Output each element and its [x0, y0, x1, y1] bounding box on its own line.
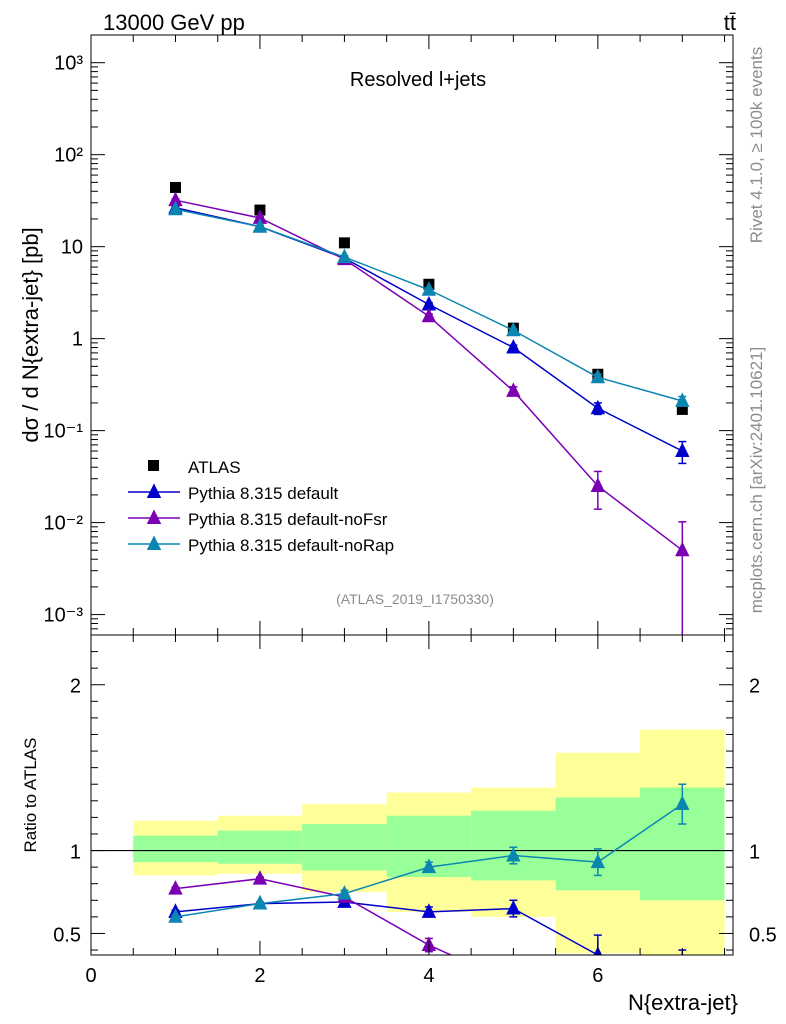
uncertainty-band-green: [217, 830, 303, 864]
series-marker-2: [590, 477, 606, 492]
series-marker-3: [675, 392, 690, 407]
y-tick-label: 1: [72, 329, 83, 351]
series-marker-2: [675, 541, 690, 557]
legend-label: Pythia 8.315 default: [188, 484, 339, 503]
ratio-marker-1: [168, 880, 183, 895]
series-marker-2: [252, 209, 268, 224]
ratio-y-axis-label: Ratio to ATLAS: [21, 738, 40, 853]
ratio-frame: [90, 634, 734, 956]
main-y-axis-label: dσ / d N{extra-jet} [pb]: [18, 227, 43, 442]
uncertainty-band-green: [133, 835, 218, 863]
energy-label: 13000 GeV pp: [103, 10, 245, 35]
analysis-id: (ATLAS_2019_I1750330): [336, 591, 494, 607]
ratio-y-tick-label: 2: [70, 676, 81, 698]
uncertainty-band-green: [302, 824, 387, 871]
ratio-marker-1: [591, 998, 605, 1013]
legend-label: Pythia 8.315 default-noRap: [188, 536, 394, 555]
main-panel: Resolved l+jets (ATLAS_2019_I1750330) dσ…: [18, 34, 734, 636]
atlas-data-point: [676, 403, 688, 415]
y-tick-label: 10⁻²: [44, 513, 84, 535]
ratio-y-tick-label-right: 1: [749, 842, 760, 864]
legend-label: ATLAS: [188, 458, 241, 477]
atlas-data-point: [338, 237, 350, 249]
legend-marker: [146, 483, 162, 498]
x-tick-label: 4: [423, 965, 434, 987]
atlas-data-point: [169, 181, 181, 193]
main-title: Resolved l+jets: [350, 69, 486, 91]
ratio-marker-1: [252, 870, 268, 885]
ratio-marker-1: [506, 975, 520, 990]
series-marker-1: [506, 338, 521, 354]
ratio-marker-2: [337, 885, 352, 900]
y-tick-label: 10⁻¹: [44, 421, 84, 443]
legend-marker: [146, 535, 162, 550]
ratio-marker-2: [421, 858, 437, 874]
ratio-marker-0: [421, 903, 437, 918]
x-axis-label: N{extra-jet}: [628, 990, 738, 1015]
ratio-y-tick-label: 1: [70, 842, 81, 864]
ratio-marker-2: [168, 908, 183, 923]
series-line-1: [175, 206, 683, 452]
x-tick-label: 2: [254, 965, 265, 987]
y-tick-label: 10²: [54, 145, 83, 167]
ratio-marker-0: [675, 958, 689, 973]
legend-marker-atlas: [148, 460, 159, 471]
y-tick-label: 10⁻³: [44, 605, 84, 627]
y-tick-label: 10³: [54, 53, 83, 75]
series-marker-2: [168, 191, 183, 207]
series-marker-3: [590, 368, 606, 384]
x-tick-label: 6: [592, 965, 603, 987]
legend-label: Pythia 8.315 default-noFsr: [188, 510, 388, 529]
series-marker-1: [421, 295, 437, 311]
ratio-panel: Ratio to ATLAS 0.5 0.5 1 1 2 2 0 2 4 6: [21, 634, 777, 1013]
series-marker-3: [337, 248, 352, 264]
ratio-marker-2: [590, 853, 606, 869]
series-marker-3: [506, 321, 521, 337]
ratio-marker-2: [675, 795, 690, 811]
series-marker-3: [252, 218, 268, 233]
ratio-marker-2: [506, 846, 521, 862]
series-marker-2: [506, 382, 521, 397]
x-tick-label: 0: [85, 965, 96, 987]
uncertainty-band-green: [471, 810, 556, 881]
y-tick-label: 10: [61, 237, 83, 259]
legend: ATLAS Pythia 8.315 default Pythia 8.315 de…: [128, 458, 394, 555]
ratio-y-tick-label: 0.5: [53, 924, 81, 946]
series-marker-3: [168, 200, 183, 216]
ratio-marker-2: [252, 895, 268, 910]
series-marker-1: [675, 442, 690, 457]
ratio-marker-0: [506, 899, 521, 915]
rivet-label: Rivet 4.1.0, ≥ 100k events: [747, 47, 766, 243]
legend-marker: [146, 509, 162, 524]
series-marker-3: [421, 281, 437, 296]
uncertainty-band-green: [555, 797, 641, 891]
process-label: tt̄: [724, 10, 736, 35]
ratio-y-tick-label-right: 0.5: [749, 924, 777, 946]
series-marker-2: [421, 307, 437, 323]
mcplots-label: mcplots.cern.ch [arXiv:2401.10621]: [747, 347, 766, 613]
series-marker-1: [590, 399, 606, 415]
ratio-y-tick-label-right: 2: [749, 676, 760, 698]
